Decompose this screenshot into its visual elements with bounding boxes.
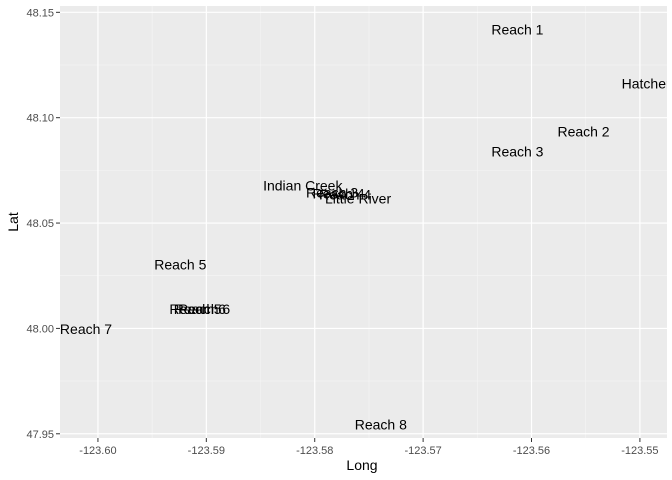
x-axis-ticks: -123.60 -123.59 -123.58 -123.57 -123.56 -123.… bbox=[79, 438, 659, 457]
point-label: Reach 1 bbox=[491, 22, 543, 38]
y-tick-label: 48.00 bbox=[26, 323, 54, 335]
major-gridlines bbox=[60, 6, 667, 438]
point-label: Reach 3 bbox=[306, 184, 358, 200]
point-label: Indian Creek bbox=[263, 177, 343, 193]
point-label: Reach 2 bbox=[557, 124, 609, 140]
point-label: Reach 4 bbox=[319, 186, 371, 202]
point-label: Reach 5 bbox=[169, 301, 221, 317]
point-label: Reach 3 bbox=[491, 143, 543, 159]
point-label: Little River bbox=[325, 190, 391, 206]
point-label: Reach 4 bbox=[312, 185, 364, 201]
x-axis-title: Long bbox=[346, 457, 377, 473]
y-tick-label: 48.10 bbox=[26, 113, 54, 125]
panel-background bbox=[60, 6, 667, 438]
x-tick-label: -123.60 bbox=[79, 445, 116, 457]
point-label: Reach 5 bbox=[154, 256, 206, 272]
point-label: Reach 6 bbox=[178, 301, 230, 317]
y-tick-label: 48.05 bbox=[26, 218, 54, 230]
y-axis-ticks: 47.95 48.00 48.05 48.10 48.15 bbox=[26, 7, 60, 441]
y-tick-label: 47.95 bbox=[26, 429, 54, 441]
x-tick-label: -123.59 bbox=[188, 445, 225, 457]
point-label: Reach 8 bbox=[355, 417, 407, 433]
x-tick-label: -123.55 bbox=[621, 445, 658, 457]
x-tick-label: -123.58 bbox=[296, 445, 333, 457]
minor-gridlines bbox=[60, 6, 667, 438]
x-tick-label: -123.57 bbox=[404, 445, 441, 457]
point-label: Reach 6 bbox=[174, 301, 226, 317]
point-label: Hatchery bbox=[622, 76, 672, 92]
y-axis-title: Lat bbox=[5, 212, 21, 232]
x-tick-label: -123.56 bbox=[513, 445, 550, 457]
y-tick-label: 48.15 bbox=[26, 7, 54, 19]
point-label: Reach 7 bbox=[60, 321, 112, 337]
